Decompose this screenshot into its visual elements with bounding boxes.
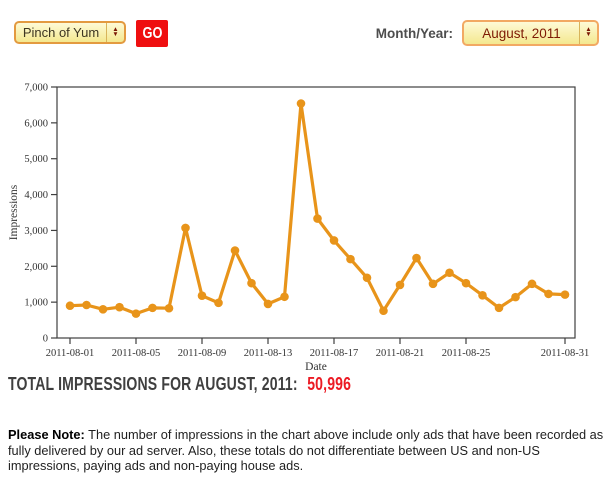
svg-text:2011-08-21: 2011-08-21: [376, 348, 425, 359]
site-select[interactable]: Pinch of Yum ▲ ▼: [14, 21, 126, 44]
site-select-value: Pinch of Yum: [22, 25, 100, 40]
svg-text:6,000: 6,000: [24, 118, 48, 129]
select-stepper-icon: ▲ ▼: [106, 23, 124, 42]
svg-text:2011-08-31: 2011-08-31: [541, 348, 590, 359]
svg-text:2011-08-25: 2011-08-25: [442, 348, 491, 359]
go-button[interactable]: GO: [136, 20, 168, 47]
svg-text:1,000: 1,000: [24, 298, 48, 309]
month-year-group: Month/Year: August, 2011 ▲ ▼: [376, 20, 599, 46]
month-year-select-value: August, 2011: [482, 25, 561, 41]
svg-text:7,000: 7,000: [24, 83, 48, 94]
please-note: Please Note: The number of impressions i…: [8, 427, 606, 474]
note-label: Please Note:: [8, 427, 85, 442]
total-impressions-value: 50,996: [307, 374, 352, 394]
select-stepper-icon: ▲ ▼: [579, 22, 597, 44]
svg-text:5,000: 5,000: [24, 154, 48, 165]
go-button-label: GO: [142, 24, 162, 42]
svg-text:0: 0: [43, 334, 48, 345]
svg-text:4,000: 4,000: [24, 190, 48, 201]
svg-text:2011-08-01: 2011-08-01: [46, 348, 95, 359]
impressions-line-chart: 0 1,000 2,000 3,000 4,000 5,000 6,000 7,000 2011…: [8, 83, 590, 374]
svg-text:3,000: 3,000: [24, 226, 48, 237]
impressions-chart: 0 1,000 2,000 3,000 4,000 5,000 6,000 7,000 2011…: [0, 60, 613, 374]
note-text: The number of impressions in the chart a…: [8, 427, 604, 474]
month-year-label: Month/Year:: [375, 25, 453, 41]
month-year-select[interactable]: August, 2011 ▲ ▼: [462, 20, 599, 46]
total-impressions: TOTAL IMPRESSIONS FOR AUGUST, 2011: 50,9…: [8, 374, 351, 395]
svg-text:2011-08-05: 2011-08-05: [112, 348, 161, 359]
svg-text:Impressions: Impressions: [8, 184, 20, 240]
svg-text:Date: Date: [305, 361, 327, 372]
svg-text:2011-08-17: 2011-08-17: [310, 348, 359, 359]
svg-text:2011-08-09: 2011-08-09: [178, 348, 227, 359]
svg-text:2,000: 2,000: [24, 262, 48, 273]
total-impressions-label: TOTAL IMPRESSIONS FOR AUGUST, 2011:: [8, 374, 298, 394]
svg-text:2011-08-13: 2011-08-13: [244, 348, 293, 359]
